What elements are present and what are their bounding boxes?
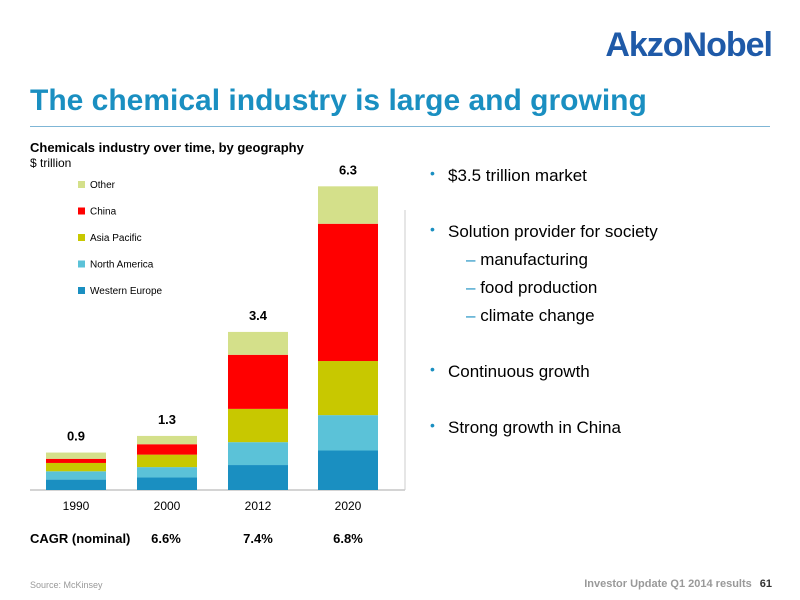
bar-segment-western-europe	[137, 477, 197, 490]
bullet-item: • Strong growth in China	[430, 417, 780, 438]
legend-label: Asia Pacific	[90, 233, 142, 244]
brand-logo: AkzoNobel	[605, 26, 773, 64]
title-divider	[30, 126, 770, 127]
legend-label: Other	[90, 180, 116, 191]
bullet-dot-icon: •	[430, 221, 435, 237]
bar-segment-other	[46, 452, 106, 459]
sub-bullet: – food production	[448, 278, 780, 298]
bullet-dot-icon: •	[430, 417, 435, 433]
bullet-dot-icon: •	[430, 165, 435, 181]
bullet-list: • $3.5 trillion market • Solution provid…	[430, 165, 780, 438]
x-tick-label: 1990	[63, 499, 90, 513]
bullet-item: • Continuous growth	[430, 361, 780, 382]
footer-doc-text: Investor Update Q1 2014 results	[584, 578, 752, 590]
bullet-item: • $3.5 trillion market	[430, 165, 780, 186]
page-title: The chemical industry is large and growi…	[30, 84, 647, 117]
footer-doc-title: Investor Update Q1 2014 results 61	[584, 578, 772, 590]
bar-segment-north-america	[318, 415, 378, 451]
bullet-text: Strong growth in China	[448, 418, 621, 437]
bar-segment-other	[228, 331, 288, 355]
bar-segment-asia-pacific	[228, 408, 288, 443]
dash-icon: –	[466, 250, 481, 269]
page-number: 61	[759, 578, 772, 590]
bullet-dot-icon: •	[430, 361, 435, 377]
legend-swatch	[78, 207, 85, 215]
bullet-text: $3.5 trillion market	[448, 166, 587, 185]
bar-segment-asia-pacific	[137, 454, 197, 468]
bar-total-label: 6.3	[339, 162, 357, 177]
x-tick-label: 2000	[154, 499, 181, 513]
chart-title: Chemicals industry over time, by geograp…	[30, 140, 304, 155]
bar-total-label: 0.9	[67, 429, 85, 444]
bar-segment-other	[137, 435, 197, 445]
bar-segment-china	[318, 223, 378, 362]
sub-bullet: – manufacturing	[448, 250, 780, 270]
bar-segment-asia-pacific	[46, 462, 106, 472]
legend-swatch	[78, 181, 85, 188]
bar-segment-western-europe	[46, 479, 106, 490]
bar-total-label: 3.4	[249, 308, 268, 323]
bar-segment-north-america	[228, 442, 288, 466]
sub-bullet-text: food production	[480, 278, 598, 297]
chart-unit-label: $ trillion	[30, 156, 72, 170]
legend-swatch	[78, 234, 85, 241]
bar-segment-asia-pacific	[318, 361, 378, 416]
legend-swatch	[78, 260, 85, 268]
sub-bullet: – climate change	[448, 306, 780, 326]
sub-bullet-text: manufacturing	[480, 250, 588, 269]
bar-segment-western-europe	[228, 465, 288, 490]
source-note: Source: McKinsey	[30, 580, 103, 590]
bar-segment-china	[137, 444, 197, 455]
legend-label: Western Europe	[90, 286, 163, 297]
cagr-value-2012: 7.4%	[243, 531, 273, 546]
bar-total-label: 1.3	[158, 412, 176, 427]
stacked-bar-chart: 0.9 1990 1.3 2000 3.4 2012 6.3 2020 Other China As…	[30, 162, 406, 513]
bar-segment-china	[46, 458, 106, 463]
bullet-text: Continuous growth	[448, 362, 590, 381]
bar-segment-china	[228, 354, 288, 409]
dash-icon: –	[466, 278, 481, 297]
x-tick-label: 2012	[245, 499, 272, 513]
x-tick-label: 2020	[335, 499, 362, 513]
cagr-value-2020: 6.8%	[333, 531, 363, 546]
legend-label: North America	[90, 260, 154, 271]
cagr-value-2000: 6.6%	[151, 531, 181, 546]
dash-icon: –	[466, 306, 481, 325]
sub-bullet-text: climate change	[480, 306, 595, 325]
bar-segment-north-america	[137, 467, 197, 478]
bar-segment-other	[318, 186, 378, 224]
legend-label: China	[90, 207, 117, 218]
bullet-text: Solution provider for society	[448, 222, 658, 241]
legend-swatch	[78, 287, 85, 294]
bar-segment-north-america	[46, 471, 106, 480]
bar-segment-western-europe	[318, 450, 378, 490]
cagr-label: CAGR (nominal)	[30, 531, 131, 546]
bullet-item: • Solution provider for society – manufa…	[430, 221, 780, 326]
